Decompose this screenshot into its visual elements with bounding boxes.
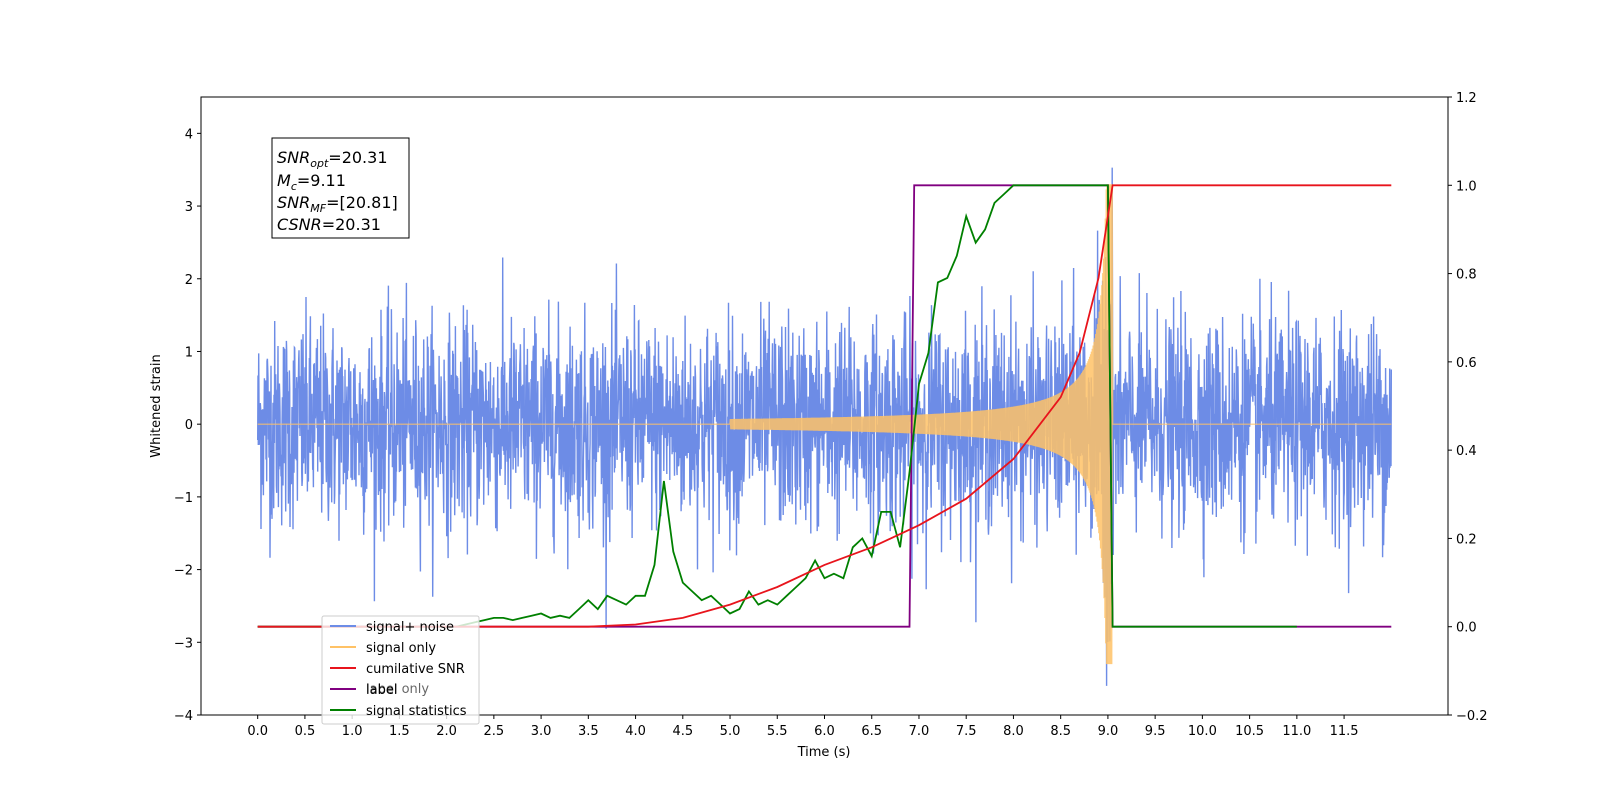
y2-tick-label: 0.0	[1456, 621, 1477, 636]
ann-csnr-var: CSNR	[277, 215, 322, 234]
x-tick-label: 9.5	[1145, 724, 1166, 739]
ann-snr-opt-var: SNR	[277, 148, 310, 167]
x-tick-label: 9.0	[1098, 724, 1119, 739]
y2-tick-label: 0.2	[1456, 532, 1477, 547]
ann-csnr-value: =20.31	[322, 215, 381, 234]
x-axis: 0.0 0.5 1.0 1.5 2.0 2.5 3.0 3.5 4.0 4.5 5.0 5.5 6.0 6…	[247, 715, 1359, 739]
legend-ghost-label: label only	[366, 682, 429, 697]
ann-snr-mf-value: =[20.81]	[326, 193, 398, 212]
x-tick-label: 6.0	[814, 724, 835, 739]
plot-area	[257, 167, 1392, 686]
legend-label-signal-noise: signal+ noise	[366, 620, 454, 635]
x-tick-label: 4.0	[625, 724, 646, 739]
x-tick-label: 10.0	[1188, 724, 1217, 739]
x-tick-label: 8.0	[1003, 724, 1024, 739]
x-tick-label: 11.0	[1282, 724, 1311, 739]
series-signal-statistics-line	[257, 184, 1297, 628]
y2-tick-label: 0.8	[1456, 268, 1477, 283]
x-tick-label: 2.0	[436, 724, 457, 739]
legend-label-signal-statistics: signal statistics	[366, 704, 467, 719]
y-tick-label: −1	[174, 491, 193, 506]
svg-text:SNRMF=[20.81]: SNRMF=[20.81]	[277, 193, 398, 215]
legend-label-label: label	[366, 683, 397, 698]
y-tick-label: 3	[185, 200, 193, 215]
x-tick-label: 1.0	[342, 724, 363, 739]
x-tick-label: 5.0	[720, 724, 741, 739]
y-tick-label: −2	[174, 564, 193, 579]
y2-tick-label: 0.4	[1456, 444, 1477, 459]
ann-snr-mf-sub: MF	[310, 202, 326, 215]
svg-text:SNRopt=20.31: SNRopt=20.31	[277, 148, 388, 170]
x-tick-label: 4.5	[672, 724, 693, 739]
ann-snr-opt-value: =20.31	[328, 148, 387, 167]
x-tick-label: 8.5	[1050, 724, 1071, 739]
y-tick-label: 4	[185, 127, 193, 142]
x-tick-label: 7.0	[909, 724, 930, 739]
ann-mc-value: =9.11	[297, 171, 346, 190]
y-tick-label: 1	[185, 345, 193, 360]
annotation-box: SNRopt=20.31 Mc=9.11 SNRMF=[20.81] CSNR=…	[271, 137, 410, 239]
x-tick-label: 0.5	[295, 724, 316, 739]
svg-text:CSNR=20.31: CSNR=20.31	[277, 215, 381, 234]
y-tick-label: 0	[185, 418, 193, 433]
y-axis-title: Whitened strain	[149, 354, 164, 457]
y-tick-label: −3	[174, 636, 193, 651]
y-axis: 4 3 2 1 0 −1 −2 −3 −4	[174, 127, 201, 724]
x-tick-label: 11.5	[1330, 724, 1359, 739]
x-tick-label: 1.5	[389, 724, 410, 739]
x-tick-label: 3.0	[531, 724, 552, 739]
y2-tick-label: 1.2	[1456, 91, 1477, 106]
series-signal-only-line	[257, 184, 1392, 665]
legend-label-cumulative-snr: cumilative SNR	[366, 662, 465, 677]
x-tick-label: 6.5	[861, 724, 882, 739]
x-tick-label: 3.5	[578, 724, 599, 739]
legend: label only signal+ noise signal only cum…	[321, 615, 480, 725]
y2-axis: 1.2 1.0 0.8 0.6 0.4 0.2 0.0 −0.2	[1448, 91, 1488, 724]
y-tick-label: 2	[185, 273, 193, 288]
legend-label-signal-only: signal only	[366, 641, 436, 656]
x-tick-label: 5.5	[767, 724, 788, 739]
x-tick-label: 2.5	[484, 724, 505, 739]
ann-snr-mf-var: SNR	[277, 193, 310, 212]
x-tick-label: 10.5	[1235, 724, 1264, 739]
y2-tick-label: 1.0	[1456, 179, 1477, 194]
series-cumulative-snr-line	[257, 184, 1392, 628]
y-tick-label: −4	[174, 709, 193, 724]
series-signal-noise-line	[257, 167, 1392, 686]
y2-tick-label: −0.2	[1456, 709, 1488, 724]
ann-mc-sub: c	[291, 180, 297, 193]
ann-snr-opt-sub: opt	[310, 157, 329, 170]
ann-mc-var: M	[277, 171, 291, 190]
x-axis-title: Time (s)	[797, 745, 851, 760]
y2-tick-label: 0.6	[1456, 356, 1477, 371]
svg-text:Mc=9.11: Mc=9.11	[277, 171, 346, 193]
x-tick-label: 0.0	[247, 724, 268, 739]
x-tick-label: 7.5	[956, 724, 977, 739]
